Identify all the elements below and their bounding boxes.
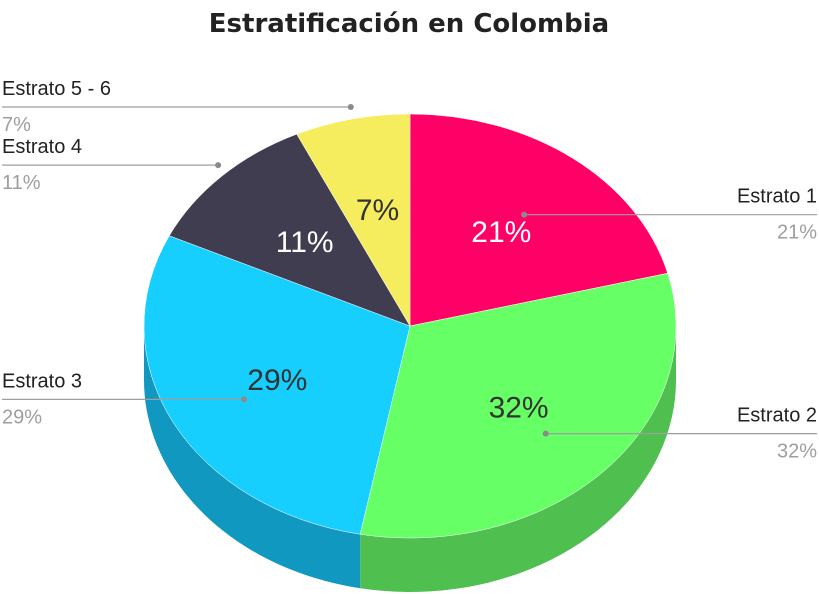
slice-estrato-3[interactable] <box>143 235 411 535</box>
callout-percent-label: 7% <box>2 114 31 136</box>
slice-percent-label: 11% <box>276 226 334 259</box>
slice-percent-label: 7% <box>356 194 399 227</box>
chart-title: Estratificación en Colombia <box>209 9 609 39</box>
slice-estrato-2[interactable] <box>359 272 677 539</box>
callout-percent-label: 32% <box>777 441 817 463</box>
callout-percent-label: 29% <box>2 406 42 428</box>
callout-category-label: Estrato 1 <box>737 186 817 208</box>
pie-sides <box>144 326 676 592</box>
slice-side-2 <box>360 326 676 592</box>
callout-category-label: Estrato 3 <box>2 370 82 392</box>
callout-dot <box>542 430 549 437</box>
slice-estrato-4[interactable] <box>168 133 411 327</box>
pie-slices <box>143 113 677 539</box>
callout-category-label: Estrato 5 - 6 <box>2 78 111 100</box>
callout-category-label: Estrato 4 <box>2 136 82 158</box>
callout-percent-label: 11% <box>2 172 41 194</box>
callout-dot <box>521 211 528 218</box>
callout-dot <box>215 162 222 169</box>
slice-percent-labels: 21% 32% 29% 11% 7% <box>247 194 548 424</box>
slice-estrato-1[interactable] <box>409 113 668 327</box>
callout-dot <box>241 396 248 403</box>
slice-percent-label: 29% <box>247 364 307 397</box>
slice-percent-label: 32% <box>489 391 549 424</box>
callout-dot <box>347 104 354 110</box>
slice-estrato-5-6[interactable] <box>296 113 411 327</box>
slice-side-3 <box>144 326 361 589</box>
callout-percent-label: 21% <box>777 222 817 244</box>
slice-percent-label: 21% <box>471 216 531 249</box>
callout-category-label: Estrato 2 <box>737 405 817 427</box>
callout-labels: Estrato 1 21% Estrato 2 32% Estrato 3 29% Estr… <box>2 78 817 463</box>
